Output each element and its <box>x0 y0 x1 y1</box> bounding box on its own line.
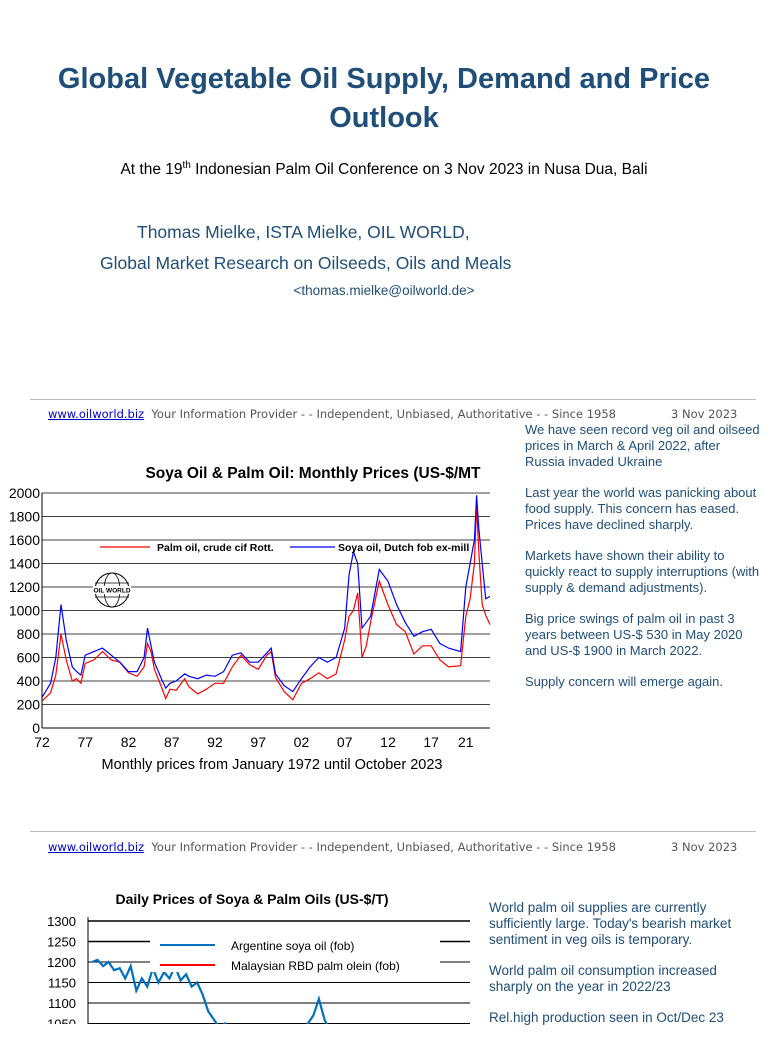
chart1-y-tick-label: 400 <box>17 673 41 689</box>
chart2-y-tick-label: 1200 <box>47 955 76 970</box>
chart1-y-ticks: 0 200 400 600 800 1000 1200 1400 1600 1800 2000 <box>9 485 40 736</box>
chart1-x-tick-label: 97 <box>250 734 266 750</box>
soya-oil-series-line <box>41 495 491 698</box>
chart1-x-tick-label: 77 <box>77 734 93 750</box>
divider-top-2 <box>30 831 756 832</box>
note-1: We have seen record veg oil and oilseed … <box>525 422 760 469</box>
chart1-y-tick-label: 1000 <box>9 603 40 619</box>
legend-palm-label: Palm oil, crude cif Rott. <box>157 542 274 554</box>
chart2-y-tick-label: 1050 <box>47 1017 76 1025</box>
chart1-y-tick-label: 1200 <box>9 579 40 595</box>
note2-3: Rel.high production seen in Oct/Dec 23 <box>489 1010 724 1025</box>
legend-soya-daily-label: Argentine soya oil (fob) <box>231 939 354 953</box>
oil-world-logo: OIL WORLD <box>93 572 131 608</box>
chart1-x-tick-label: 72 <box>34 734 50 750</box>
slide1-header: www.oilworld.biz Your Information Provid… <box>48 407 616 421</box>
chart2-y-tick-label: 1150 <box>48 976 76 991</box>
author-email: <thomas.mielke@oilworld.de> <box>293 283 475 298</box>
chart1-y-tick-label: 600 <box>17 650 41 666</box>
oilworld-link[interactable]: www.oilworld.biz <box>48 407 145 421</box>
argentine-soya-series-line <box>91 958 328 1024</box>
subtitle-superscript: th <box>182 160 191 171</box>
note2-2: World palm oil consumption increased sha… <box>489 963 717 994</box>
subtitle-text-rest: Indonesian Palm Oil Conference on 3 Nov … <box>190 161 648 179</box>
chart1-y-tick-label: 200 <box>17 697 41 713</box>
note-5: Supply concern will emerge again. <box>525 674 723 689</box>
header-tagline-2: Your Information Provider - - Independen… <box>151 840 616 854</box>
chart2-legend-box <box>150 938 440 972</box>
oilworld-link-2[interactable]: www.oilworld.biz <box>48 840 145 854</box>
header-date: 3 Nov 2023 <box>671 407 738 421</box>
chart1-x-tick-label: 21 <box>458 734 474 750</box>
slide2-notes: World palm oil supplies are currently su… <box>489 900 754 1041</box>
note-2: Last year the world was panicking about … <box>525 485 757 532</box>
chart1-x-tick-label: 12 <box>380 734 396 750</box>
subtitle: At the 19th Indonesian Palm Oil Conferen… <box>0 160 768 179</box>
chart1-x-ticks: 72 77 82 87 92 97 02 07 12 17 21 <box>34 734 474 750</box>
legend-soya-label: Soya oil, Dutch fob ex-mill <box>338 542 469 554</box>
palm-oil-series-line <box>41 504 491 702</box>
chart1-y-tick-label: 1800 <box>9 509 40 525</box>
chart2-y-tick-label: 1100 <box>48 996 76 1011</box>
chart1-x-tick-label: 02 <box>294 734 310 750</box>
chart1-y-tick-label: 0 <box>32 720 40 736</box>
chart1-y-tick-label: 800 <box>17 626 41 642</box>
slide1-notes: We have seen record veg oil and oilseed … <box>525 422 760 705</box>
note-4: Big price swings of palm oil in past 3 y… <box>525 611 743 658</box>
monthly-price-chart: Soya Oil & Palm Oil: Monthly Prices (US-… <box>9 465 491 773</box>
chart1-y-tick-label: 1600 <box>9 532 40 548</box>
chart1-y-tick-label: 1400 <box>9 556 40 572</box>
chart1-x-tick-label: 07 <box>337 734 353 750</box>
chart1-y-tick-label: 2000 <box>9 485 40 501</box>
note2-1: World palm oil supplies are currently su… <box>489 900 732 947</box>
author-line-1: Thomas Mielke, ISTA Mielke, OIL WORLD, <box>137 222 470 242</box>
chart2-title: Daily Prices of Soya & Palm Oils (US-$/T… <box>115 891 388 907</box>
chart2-y-tick-label: 1300 <box>47 914 76 929</box>
legend-palm-daily-label: Malaysian RBD palm olein (fob) <box>231 959 400 973</box>
header-tagline: Your Information Provider - - Independen… <box>151 407 616 421</box>
chart1-x-label: Monthly prices from January 1972 until O… <box>102 757 443 773</box>
chart1-title: Soya Oil & Palm Oil: Monthly Prices (US-… <box>145 465 481 482</box>
chart2-y-ticks: 1050 1100 1150 1200 1250 1300 <box>47 914 76 1024</box>
divider-top-1 <box>30 399 756 400</box>
author-line-2: Global Market Research on Oilseeds, Oils… <box>100 253 512 273</box>
slide2-header: www.oilworld.biz Your Information Provid… <box>48 840 616 854</box>
chart1-x-tick-label: 82 <box>121 734 137 750</box>
header-date-2: 3 Nov 2023 <box>671 840 738 854</box>
daily-price-chart: Daily Prices of Soya & Palm Oils (US-$/T… <box>47 891 470 1024</box>
note-3: Markets have shown their ability to quic… <box>525 548 760 595</box>
chart1-x-tick-label: 92 <box>207 734 223 750</box>
svg-text:OIL WORLD: OIL WORLD <box>93 588 130 595</box>
chart1-x-tick-label: 87 <box>164 734 180 750</box>
chart1-x-tick-label: 17 <box>423 734 439 750</box>
subtitle-text: At the 19 <box>120 161 183 179</box>
page-title: Global Vegetable Oil Supply, Demand and … <box>57 63 711 134</box>
chart2-y-tick-label: 1250 <box>47 935 76 950</box>
